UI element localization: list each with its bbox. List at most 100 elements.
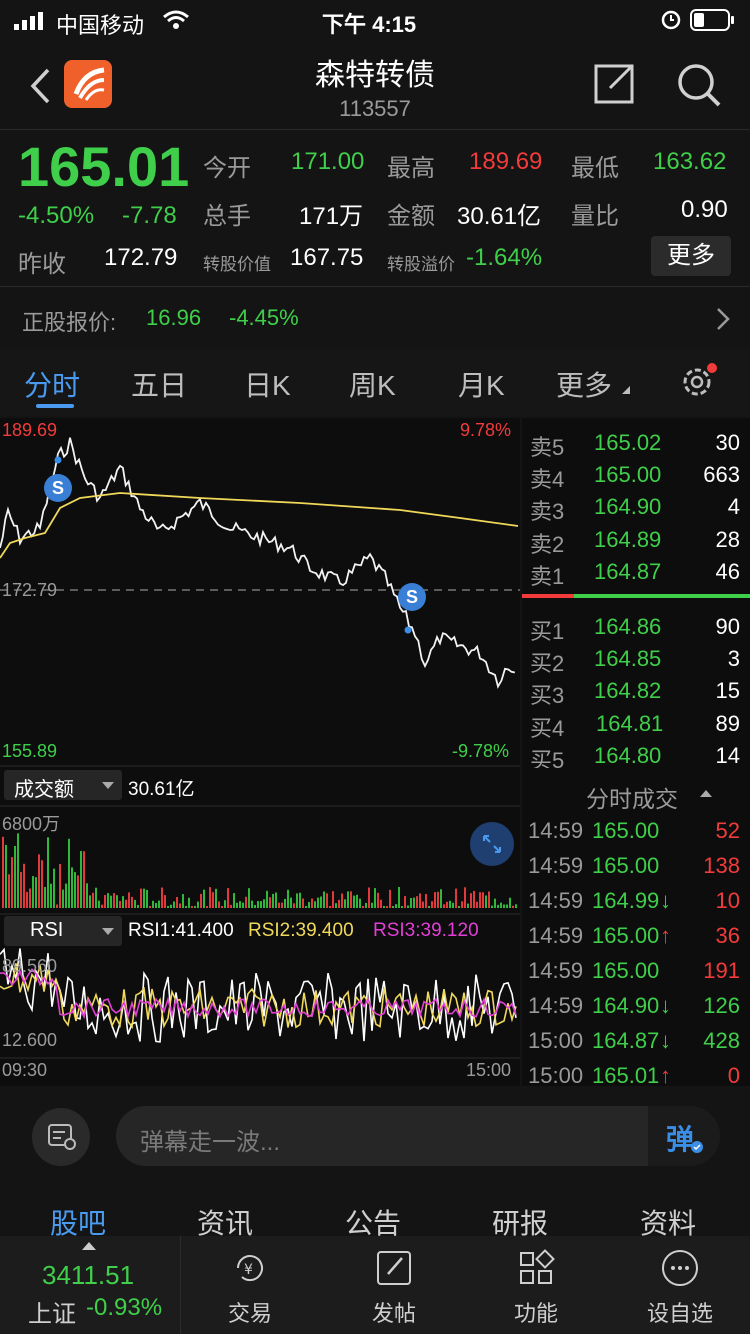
volume-bar bbox=[254, 905, 256, 908]
more-button[interactable]: 更多 bbox=[651, 236, 731, 276]
volume-bar bbox=[131, 896, 133, 908]
stock-quote-label: 正股报价: bbox=[22, 310, 117, 335]
volume-bar bbox=[275, 892, 277, 908]
wifi-icon bbox=[163, 10, 189, 29]
danmu-settings-button[interactable] bbox=[32, 1108, 90, 1166]
more-dots-icon bbox=[662, 1250, 698, 1286]
volume-bar bbox=[506, 904, 508, 908]
alarm-icon bbox=[661, 10, 681, 30]
chart-bottom-price: 155.89 bbox=[2, 741, 58, 761]
index-ticker[interactable]: 3411.51 上证 -0.93% bbox=[0, 1236, 180, 1334]
volume-bar bbox=[179, 903, 181, 908]
volume-bar bbox=[5, 845, 7, 908]
app-header: 森特转债 113557 bbox=[0, 40, 750, 130]
tick-trades-panel[interactable]: 分时成交 14:59 165.00 52 14:59 165.00 138 14:59 164… bbox=[522, 768, 750, 1088]
volume-bar bbox=[305, 906, 307, 908]
volume-bar bbox=[458, 906, 460, 908]
tab-research[interactable]: 研报 bbox=[492, 1208, 549, 1239]
ask-label: 卖1 bbox=[530, 564, 565, 589]
bid-price: 164.86 bbox=[594, 614, 662, 639]
bid-qty: 15 bbox=[715, 678, 740, 703]
volume-bar bbox=[218, 901, 220, 908]
search-icon[interactable] bbox=[676, 62, 722, 108]
volume-bar bbox=[29, 888, 31, 908]
nav-trade[interactable]: ¥ 交易 bbox=[200, 1246, 300, 1328]
tab-indicator bbox=[36, 404, 74, 408]
ask-label: 卖3 bbox=[530, 499, 565, 524]
tab-monthly-k[interactable]: 月K bbox=[458, 370, 505, 401]
last-price: 165.01 bbox=[18, 135, 190, 198]
tab-five-day[interactable]: 五日 bbox=[131, 370, 188, 401]
danmu-input[interactable]: 弹幕走一波... 弹 bbox=[116, 1106, 720, 1166]
tab-intraday[interactable]: 分时 bbox=[24, 370, 81, 401]
volume-bar bbox=[263, 899, 265, 908]
index-name: 上证 bbox=[28, 1301, 76, 1328]
nav-watchlist[interactable]: 设自选 bbox=[630, 1246, 730, 1328]
volume-bar bbox=[503, 904, 505, 908]
quote-panel: 165.01 -4.50% -7.78 昨收 172.79 今开 171.00 … bbox=[0, 130, 750, 345]
tab-announcements[interactable]: 公告 bbox=[345, 1208, 402, 1239]
volume-bar bbox=[356, 894, 358, 908]
volume-bar bbox=[398, 887, 400, 908]
ask-row-1: 卖1 164.87 46 bbox=[522, 553, 750, 589]
expand-button[interactable] bbox=[470, 822, 514, 866]
tab-profile[interactable]: 资料 bbox=[640, 1208, 697, 1239]
tab-news[interactable]: 资讯 bbox=[197, 1208, 254, 1239]
settings-gear-icon[interactable] bbox=[678, 362, 718, 402]
volume-bar bbox=[374, 888, 376, 908]
bid-row-1: 买1 164.86 90 bbox=[522, 608, 750, 644]
chart-area[interactable]: S S 189.69 9.78% 172.79 155.89 -9.78% 成交… bbox=[0, 418, 520, 1086]
bid-row-2: 买2 164.85 3 bbox=[522, 640, 750, 676]
volume-bar bbox=[266, 890, 268, 908]
trade-direction-icon: ↑ bbox=[660, 923, 671, 948]
volume-bar bbox=[95, 887, 97, 908]
ask-qty: 30 bbox=[715, 430, 740, 455]
volume-bar bbox=[299, 892, 301, 908]
trades-title: 分时成交 bbox=[586, 786, 678, 812]
tab-daily-k[interactable]: 日K bbox=[244, 370, 291, 401]
sell-marker[interactable]: S bbox=[398, 583, 426, 611]
volume-bar bbox=[83, 851, 85, 908]
trade-row: 14:59 165.00 191 bbox=[522, 952, 750, 984]
tab-more[interactable]: 更多 bbox=[556, 370, 613, 401]
volume-bar bbox=[158, 900, 160, 908]
volume-bar bbox=[92, 892, 94, 908]
nav-functions[interactable]: 功能 bbox=[486, 1246, 586, 1328]
volume-bar bbox=[101, 904, 103, 908]
rsi-indicator-select[interactable]: RSI bbox=[4, 916, 122, 946]
volume-bar bbox=[485, 895, 487, 908]
share-icon[interactable] bbox=[592, 62, 636, 106]
volume-bar bbox=[185, 906, 187, 908]
stock-quote-row[interactable]: 正股报价: 16.96 -4.45% bbox=[0, 287, 750, 345]
volume-bar bbox=[209, 887, 211, 908]
volume-bar bbox=[362, 906, 364, 908]
volume-bar bbox=[389, 889, 391, 908]
danmu-send-button[interactable]: 弹 bbox=[648, 1106, 720, 1166]
volume-bar bbox=[413, 897, 415, 908]
tab-weekly-k[interactable]: 周K bbox=[349, 370, 396, 401]
volume-bar bbox=[239, 901, 241, 908]
trade-direction-icon: ↑ bbox=[660, 1063, 671, 1088]
volume-bars bbox=[2, 833, 517, 908]
volume-bar bbox=[401, 906, 403, 908]
volume-bar bbox=[482, 892, 484, 908]
back-arrow-icon[interactable] bbox=[28, 66, 52, 106]
ask-label: 卖4 bbox=[530, 467, 565, 492]
nav-post[interactable]: 发帖 bbox=[344, 1246, 444, 1328]
trade-price: 164.90 bbox=[592, 993, 660, 1018]
danmu-bar: 弹幕走一波... 弹 bbox=[0, 1090, 750, 1186]
rsi1-value: RSI1:41.400 bbox=[128, 920, 234, 941]
bid-price: 164.82 bbox=[594, 678, 662, 703]
volume-bar bbox=[320, 896, 322, 908]
volume-indicator-select[interactable]: 成交额 bbox=[4, 770, 122, 801]
sell-marker[interactable]: S bbox=[44, 474, 72, 502]
volume-bar bbox=[434, 892, 436, 908]
volume-bar bbox=[161, 887, 163, 908]
trade-qty: 0 bbox=[727, 1063, 740, 1088]
volume-bar bbox=[221, 906, 223, 908]
average-price-line bbox=[0, 492, 519, 559]
chart-top-percent: 9.78% bbox=[460, 420, 512, 440]
volume-bar bbox=[155, 902, 157, 908]
trade-qty: 10 bbox=[715, 888, 740, 913]
tab-forum[interactable]: 股吧 bbox=[50, 1208, 107, 1239]
